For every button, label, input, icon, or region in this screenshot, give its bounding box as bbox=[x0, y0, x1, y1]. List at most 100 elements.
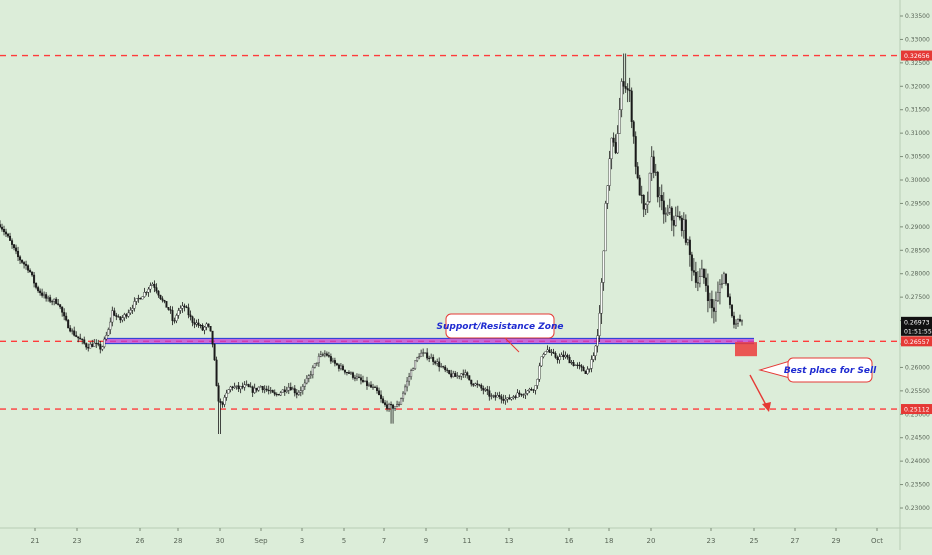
candle-bullish bbox=[121, 317, 124, 321]
candle-bearish bbox=[514, 396, 517, 398]
candle-bullish bbox=[414, 360, 417, 369]
candle-bullish bbox=[650, 156, 653, 174]
candle-bearish bbox=[283, 389, 286, 393]
candle-bearish bbox=[39, 290, 42, 294]
candle-bearish bbox=[29, 270, 32, 273]
callout-pointer bbox=[492, 337, 520, 353]
candle-bearish bbox=[458, 375, 461, 377]
candle-bearish bbox=[73, 330, 76, 336]
price-tick-label: 0.24500 bbox=[905, 435, 930, 442]
time-tick-label: Sep bbox=[254, 537, 268, 545]
candle-bullish bbox=[372, 386, 375, 388]
candle-bearish bbox=[219, 400, 222, 404]
candle-bearish bbox=[125, 314, 128, 317]
candle-bullish bbox=[474, 383, 477, 386]
candle-bullish bbox=[590, 359, 593, 369]
candle-bullish bbox=[317, 356, 320, 364]
candle-bullish bbox=[708, 299, 711, 302]
candle-bearish bbox=[692, 270, 695, 273]
candle-bullish bbox=[253, 387, 256, 393]
candle-bearish bbox=[728, 296, 731, 305]
candle-bearish bbox=[1, 226, 4, 230]
candle-bearish bbox=[580, 365, 583, 368]
candle-bullish bbox=[440, 366, 443, 368]
candle-bearish bbox=[662, 200, 665, 215]
current-price-badge bbox=[901, 316, 932, 336]
candle-bearish bbox=[690, 254, 693, 271]
candle-bearish bbox=[335, 363, 338, 366]
candle-bullish bbox=[269, 390, 272, 392]
time-tick-label: 20 bbox=[647, 537, 656, 545]
candle-bearish bbox=[295, 392, 298, 395]
candle-bullish bbox=[137, 297, 140, 299]
candle-bullish bbox=[203, 326, 206, 331]
candle-bearish bbox=[333, 360, 336, 364]
price-tick-label: 0.23000 bbox=[905, 505, 930, 512]
candle-bullish bbox=[412, 368, 415, 371]
time-tick-label: 7 bbox=[382, 537, 386, 545]
candle-bullish bbox=[424, 352, 427, 354]
candle-bullish bbox=[301, 386, 304, 391]
candle-bearish bbox=[91, 343, 94, 347]
candle-bullish bbox=[510, 397, 513, 400]
candle-bearish bbox=[624, 86, 627, 89]
candle-bearish bbox=[57, 303, 60, 305]
candle-bearish bbox=[209, 326, 212, 332]
candle-bullish bbox=[456, 375, 459, 377]
candle-bullish bbox=[598, 312, 601, 336]
candle-bullish bbox=[664, 213, 667, 215]
price-tick-label: 0.27500 bbox=[905, 294, 930, 301]
candle-bearish bbox=[275, 393, 278, 395]
candle-bullish bbox=[722, 273, 725, 284]
candle-bearish bbox=[572, 362, 575, 366]
candle-bullish bbox=[227, 389, 230, 394]
time-axis[interactable]: 21 23 26 28 30 Sep 3 5 7 9 11 13 16 18 20 23 25 27 29 Oct bbox=[31, 528, 884, 545]
candle-bearish bbox=[472, 383, 475, 386]
candle-bullish bbox=[101, 346, 104, 350]
candle-bearish bbox=[500, 396, 503, 400]
candle-bullish bbox=[319, 354, 322, 357]
bar-countdown-label: 01:51:55 bbox=[904, 328, 932, 335]
candle-bullish bbox=[143, 292, 146, 298]
candle-bullish bbox=[422, 352, 425, 354]
candle-bullish bbox=[700, 268, 703, 277]
plot-area bbox=[0, 0, 900, 528]
candle-bullish bbox=[53, 298, 56, 302]
candle-bullish bbox=[596, 335, 599, 347]
price-tick-label: 0.33500 bbox=[905, 13, 930, 20]
candle-bullish bbox=[355, 376, 358, 379]
candle-bearish bbox=[688, 239, 691, 255]
price-axis[interactable]: 0.23000 0.23500 0.24000 0.24500 0.25000 0.255… bbox=[900, 13, 930, 512]
current-price-label: 0.26973 bbox=[904, 319, 930, 326]
candle-bearish bbox=[15, 247, 18, 252]
candle-bearish bbox=[638, 177, 641, 196]
candle-bearish bbox=[738, 319, 741, 322]
candle-bearish bbox=[33, 274, 36, 284]
candle-bearish bbox=[480, 385, 483, 389]
candle-bearish bbox=[167, 307, 170, 310]
candle-bearish bbox=[119, 316, 122, 321]
price-tick-label: 0.30000 bbox=[905, 177, 930, 184]
candle-bullish bbox=[504, 398, 507, 401]
candle-bullish bbox=[396, 404, 399, 407]
candle-bearish bbox=[247, 384, 250, 387]
candle-bearish bbox=[642, 194, 645, 210]
candle-bullish bbox=[564, 355, 567, 358]
candle-bullish bbox=[542, 354, 545, 358]
candle-bullish bbox=[648, 172, 651, 202]
candle-bearish bbox=[5, 231, 8, 235]
candle-bearish bbox=[69, 327, 72, 332]
candle-bearish bbox=[478, 384, 481, 386]
candle-bullish bbox=[538, 365, 541, 380]
candle-bearish bbox=[476, 383, 479, 385]
candle-bullish bbox=[331, 360, 334, 362]
candle-bullish bbox=[181, 305, 184, 309]
candle-bearish bbox=[652, 156, 655, 173]
candle-bearish bbox=[293, 388, 296, 394]
candle-bullish bbox=[558, 356, 561, 361]
candle-bullish bbox=[103, 338, 106, 348]
candle-bearish bbox=[67, 319, 70, 329]
candle-bullish bbox=[406, 380, 409, 388]
candle-bullish bbox=[408, 376, 411, 382]
